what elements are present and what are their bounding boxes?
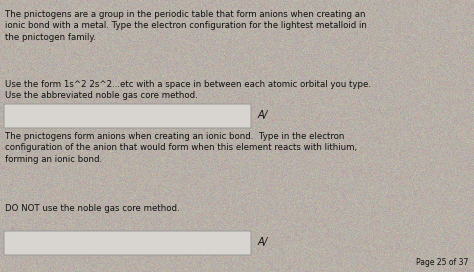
Text: Page 25 of 37: Page 25 of 37 [416,258,468,267]
Text: DO NOT use the noble gas core method.: DO NOT use the noble gas core method. [5,204,180,213]
Text: The pnictogens are a group in the periodic table that form anions when creating : The pnictogens are a group in the period… [5,10,367,42]
FancyBboxPatch shape [4,231,251,255]
Text: The pnictogens form anions when creating an ionic bond.  Type in the electron
co: The pnictogens form anions when creating… [5,132,357,164]
Text: Use the form 1s^2 2s^2...etc with a space in between each atomic orbital you typ: Use the form 1s^2 2s^2...etc with a spac… [5,80,371,100]
Text: A/: A/ [258,110,268,120]
Text: A/: A/ [258,237,268,247]
FancyBboxPatch shape [4,104,251,128]
